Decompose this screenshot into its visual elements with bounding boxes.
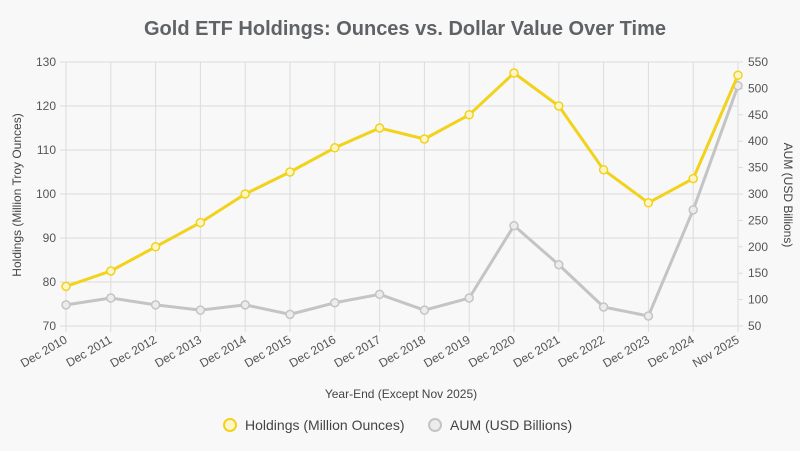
left-tick-label: 70 xyxy=(43,319,57,333)
data-point-aum[interactable] xyxy=(598,302,609,312)
right-tick-label: 400 xyxy=(748,134,768,148)
right-tick-label: 450 xyxy=(748,108,768,122)
x-tick-label: Dec 2019 xyxy=(421,332,473,370)
legend-marker-aum[interactable] xyxy=(428,418,442,432)
data-point-holdings[interactable] xyxy=(150,242,161,252)
left-tick-label: 100 xyxy=(36,187,56,201)
left-axis-ticks: 70 80 90 100 110 120 130 xyxy=(36,55,56,333)
left-tick-label: 90 xyxy=(43,231,57,245)
left-tick-label: 120 xyxy=(36,99,56,113)
legend-label-aum[interactable]: AUM (USD Billions) xyxy=(450,417,572,433)
data-point-holdings[interactable] xyxy=(733,70,743,80)
data-point-aum[interactable] xyxy=(688,205,698,215)
data-point-aum[interactable] xyxy=(61,300,71,310)
x-tick-label: Dec 2011 xyxy=(64,332,115,370)
data-point-holdings[interactable] xyxy=(598,165,609,175)
data-point-aum[interactable] xyxy=(195,305,206,315)
right-tick-label: 150 xyxy=(748,266,768,280)
x-tick-label: Dec 2022 xyxy=(556,332,608,370)
x-tick-label: Dec 2012 xyxy=(108,332,160,370)
left-axis-title: Holdings (Million Troy Ounces) xyxy=(10,113,24,276)
data-point-aum[interactable] xyxy=(464,293,474,303)
data-point-aum[interactable] xyxy=(285,309,295,320)
data-point-aum[interactable] xyxy=(509,220,519,231)
data-point-holdings[interactable] xyxy=(106,266,116,276)
x-tick-label: Dec 2020 xyxy=(466,332,518,370)
x-tick-label: Dec 2014 xyxy=(197,332,249,370)
chart-title: Gold ETF Holdings: Ounces vs. Dollar Val… xyxy=(144,18,666,40)
data-point-aum[interactable] xyxy=(106,293,116,303)
left-tick-label: 130 xyxy=(36,55,56,69)
data-point-holdings[interactable] xyxy=(374,123,385,133)
right-tick-label: 100 xyxy=(748,293,768,307)
right-tick-label: 50 xyxy=(748,319,762,333)
grid-layer xyxy=(60,61,739,332)
x-tick-label: Dec 2017 xyxy=(332,332,384,370)
right-axis-ticks: 50 100 150 200 250 300 350 400 450 500 550 xyxy=(738,55,768,333)
right-tick-label: 250 xyxy=(748,213,768,227)
x-axis-title: Year-End (Except Nov 2025) xyxy=(325,387,477,401)
x-tick-label: Nov 2025 xyxy=(690,332,742,370)
data-point-aum[interactable] xyxy=(643,311,654,321)
data-point-holdings[interactable] xyxy=(688,173,698,184)
right-axis-title: AUM (USD Billions) xyxy=(781,143,795,248)
legend: Holdings (Million Ounces) AUM (USD Billi… xyxy=(223,417,572,433)
x-tick-label: Dec 2021 xyxy=(511,332,563,370)
data-point-aum[interactable] xyxy=(330,298,340,308)
series-layer xyxy=(61,68,743,321)
data-point-holdings[interactable] xyxy=(285,167,295,177)
series-line-holdings xyxy=(65,71,740,288)
data-point-holdings[interactable] xyxy=(554,101,564,111)
right-tick-label: 350 xyxy=(748,161,768,175)
legend-label-holdings[interactable]: Holdings (Million Ounces) xyxy=(245,417,405,433)
data-point-holdings[interactable] xyxy=(330,143,340,153)
data-point-aum[interactable] xyxy=(150,300,161,310)
data-point-aum[interactable] xyxy=(419,305,430,315)
x-tick-label: Dec 2024 xyxy=(645,332,697,370)
left-tick-label: 110 xyxy=(37,143,56,157)
right-tick-label: 200 xyxy=(748,240,768,254)
right-tick-label: 500 xyxy=(748,81,768,95)
right-tick-label: 300 xyxy=(748,187,768,201)
data-point-holdings[interactable] xyxy=(643,198,654,208)
x-tick-label: Dec 2015 xyxy=(242,332,294,370)
data-point-holdings[interactable] xyxy=(419,134,430,144)
data-point-holdings[interactable] xyxy=(195,217,206,228)
x-tick-label: Dec 2010 xyxy=(18,332,70,370)
data-point-holdings[interactable] xyxy=(61,281,71,292)
x-tick-label: Dec 2016 xyxy=(287,332,339,370)
right-tick-label: 550 xyxy=(748,55,768,69)
x-tick-label: Dec 2023 xyxy=(600,332,652,370)
data-point-holdings[interactable] xyxy=(509,68,519,78)
x-tick-label: Dec 2013 xyxy=(152,332,204,370)
series-line-aum xyxy=(65,85,740,318)
data-point-aum[interactable] xyxy=(240,300,250,310)
data-point-aum[interactable] xyxy=(554,260,564,270)
legend-marker-holdings[interactable] xyxy=(223,418,237,432)
x-tick-label: Dec 2018 xyxy=(376,332,428,370)
data-point-aum[interactable] xyxy=(374,289,385,300)
data-point-holdings[interactable] xyxy=(464,110,474,120)
data-point-holdings[interactable] xyxy=(240,189,250,199)
left-tick-label: 80 xyxy=(43,275,57,289)
